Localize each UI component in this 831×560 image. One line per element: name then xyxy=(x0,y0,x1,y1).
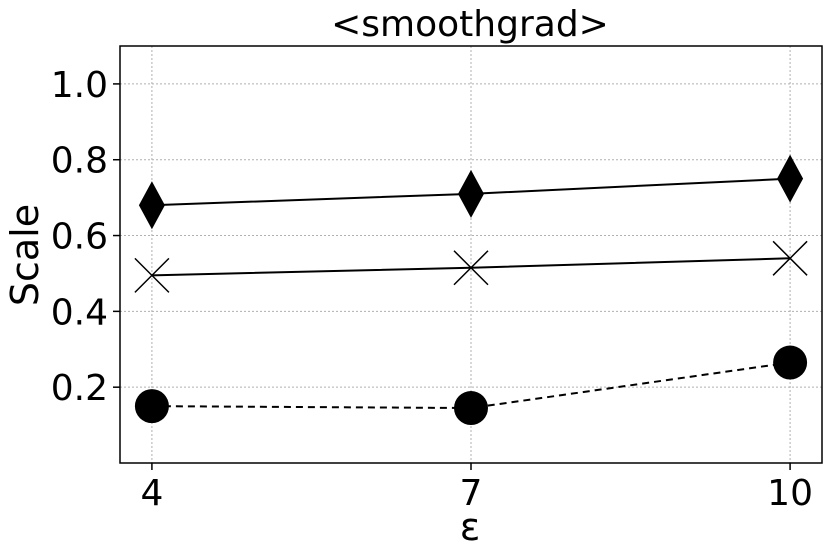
x-axis: 4 7 10 xyxy=(140,463,813,514)
y-tick-label: 0.6 xyxy=(51,217,108,258)
x-marker xyxy=(453,250,489,286)
diamond-marker xyxy=(777,154,804,203)
diamond-marker xyxy=(458,169,484,218)
x-tick-label: 10 xyxy=(767,473,813,514)
x-marker xyxy=(772,240,808,276)
diamond-marker xyxy=(138,181,165,230)
y-axis-label: Scale xyxy=(3,204,47,306)
circle-marker xyxy=(134,389,169,424)
series-circle xyxy=(134,345,808,426)
x-tick-label: 4 xyxy=(140,473,163,514)
y-axis: 0.2 0.4 0.6 0.8 1.0 xyxy=(51,65,120,409)
x-axis-label: ε xyxy=(460,505,481,549)
grid-lines xyxy=(120,46,822,463)
series-x xyxy=(134,240,808,293)
series-line xyxy=(151,361,791,410)
series-diamond xyxy=(138,154,804,230)
x-tick-label: 7 xyxy=(460,473,483,514)
y-tick-label: 0.8 xyxy=(51,141,108,182)
x-marker xyxy=(134,257,170,293)
y-tick-label: 0.2 xyxy=(51,368,108,409)
y-tick-label: 0.4 xyxy=(51,292,108,333)
series-layer xyxy=(134,154,808,426)
circle-marker xyxy=(773,345,808,380)
circle-marker xyxy=(454,391,488,426)
chart-title: <smoothgrad> xyxy=(331,4,609,45)
y-tick-label: 1.0 xyxy=(51,65,108,106)
